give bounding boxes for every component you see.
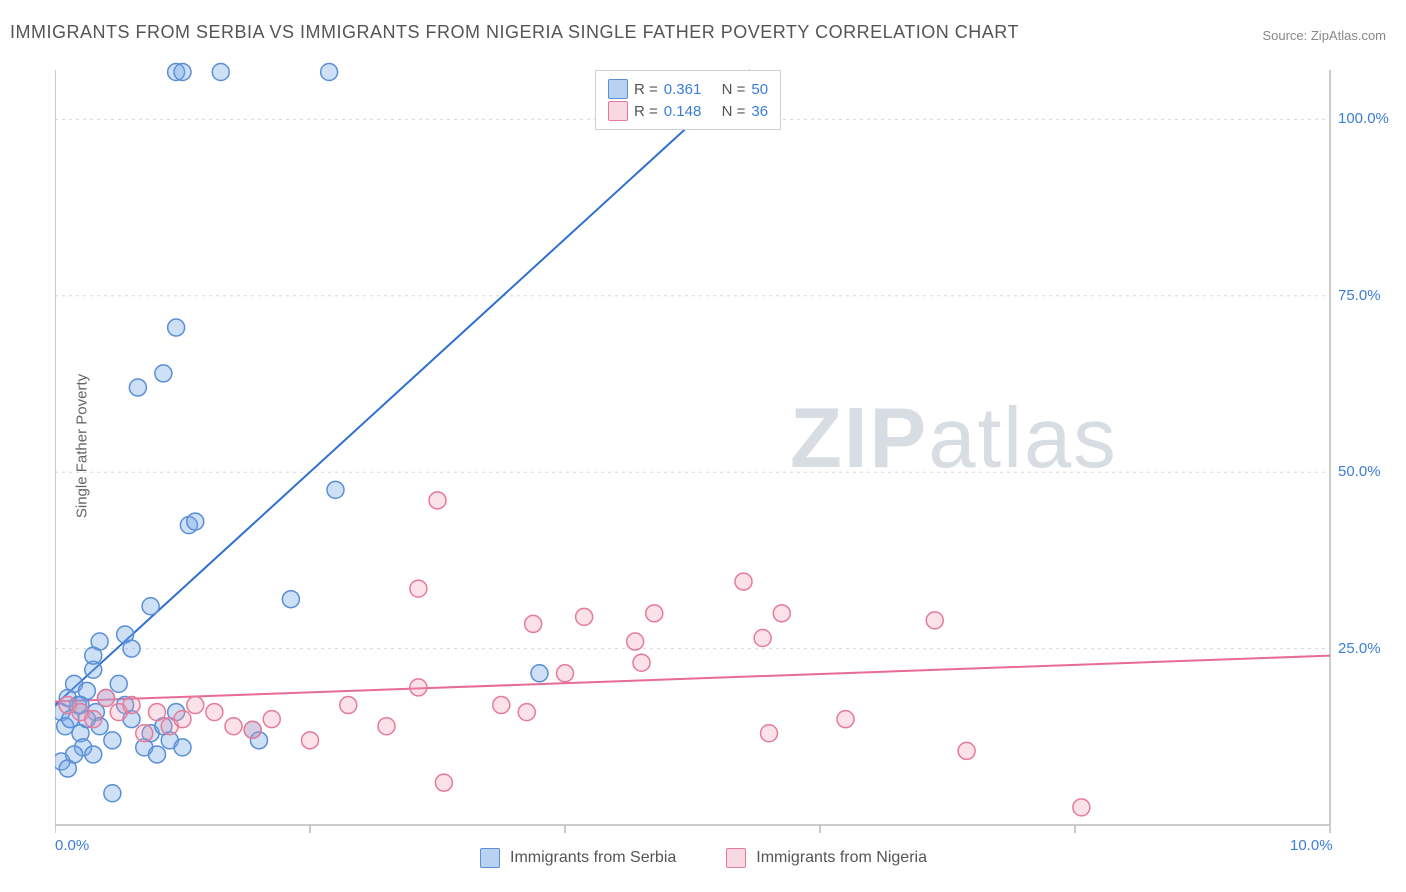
chart-container: IMMIGRANTS FROM SERBIA VS IMMIGRANTS FRO… [0, 0, 1406, 892]
y-tick-label: 75.0% [1338, 287, 1381, 304]
y-tick-label: 100.0% [1338, 110, 1389, 127]
y-tick-label: 25.0% [1338, 640, 1381, 657]
legend-label-nigeria: Immigrants from Nigeria [756, 849, 927, 867]
chart-title: IMMIGRANTS FROM SERBIA VS IMMIGRANTS FRO… [10, 22, 1019, 43]
x-tick-label: 10.0% [1290, 837, 1333, 854]
scatter-plot [55, 60, 1345, 840]
legend-row-nigeria: R = 0.148 N = 36 [608, 101, 768, 121]
source-label: Source: ZipAtlas.com [1262, 28, 1386, 43]
legend-row-serbia: R = 0.361 N = 50 [608, 79, 768, 99]
legend-series: Immigrants from Serbia Immigrants from N… [480, 848, 927, 868]
swatch-serbia [608, 79, 628, 99]
swatch-nigeria-bottom [726, 848, 746, 868]
legend-label-serbia: Immigrants from Serbia [510, 849, 676, 867]
legend-stats: R = 0.361 N = 50 R = 0.148 N = 36 [595, 70, 781, 130]
swatch-serbia-bottom [480, 848, 500, 868]
swatch-nigeria [608, 101, 628, 121]
y-tick-label: 50.0% [1338, 463, 1381, 480]
x-tick-label: 0.0% [55, 837, 89, 854]
